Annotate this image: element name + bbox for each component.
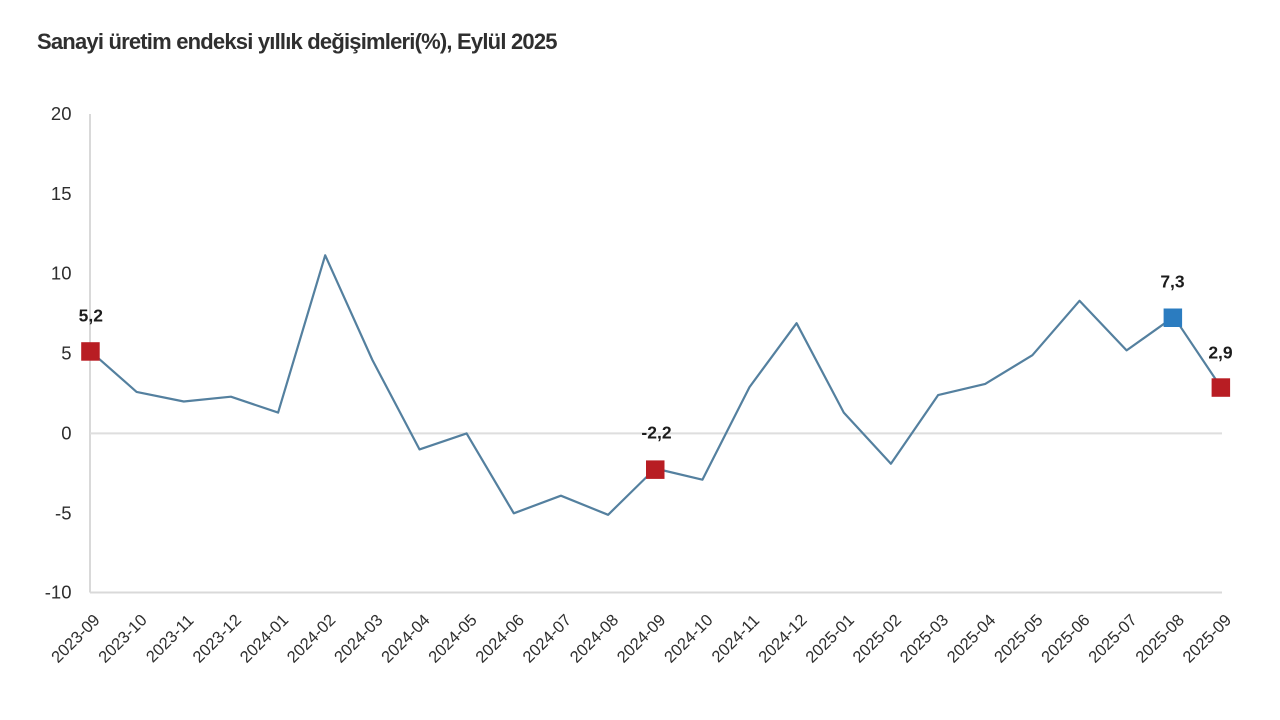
svg-text:-10: -10 bbox=[45, 582, 72, 603]
svg-text:-5: -5 bbox=[55, 502, 71, 523]
svg-text:2,9: 2,9 bbox=[1208, 343, 1233, 363]
svg-text:-2,2: -2,2 bbox=[641, 423, 671, 443]
svg-text:5: 5 bbox=[61, 343, 71, 364]
svg-text:0: 0 bbox=[61, 422, 71, 443]
svg-text:5,2: 5,2 bbox=[79, 305, 104, 325]
svg-text:15: 15 bbox=[51, 183, 72, 204]
svg-text:10: 10 bbox=[51, 263, 72, 284]
svg-text:20: 20 bbox=[51, 103, 72, 124]
svg-text:Sanayi üretim endeksi yıllık d: Sanayi üretim endeksi yıllık değişimleri… bbox=[37, 29, 557, 54]
svg-text:7,3: 7,3 bbox=[1160, 272, 1185, 292]
